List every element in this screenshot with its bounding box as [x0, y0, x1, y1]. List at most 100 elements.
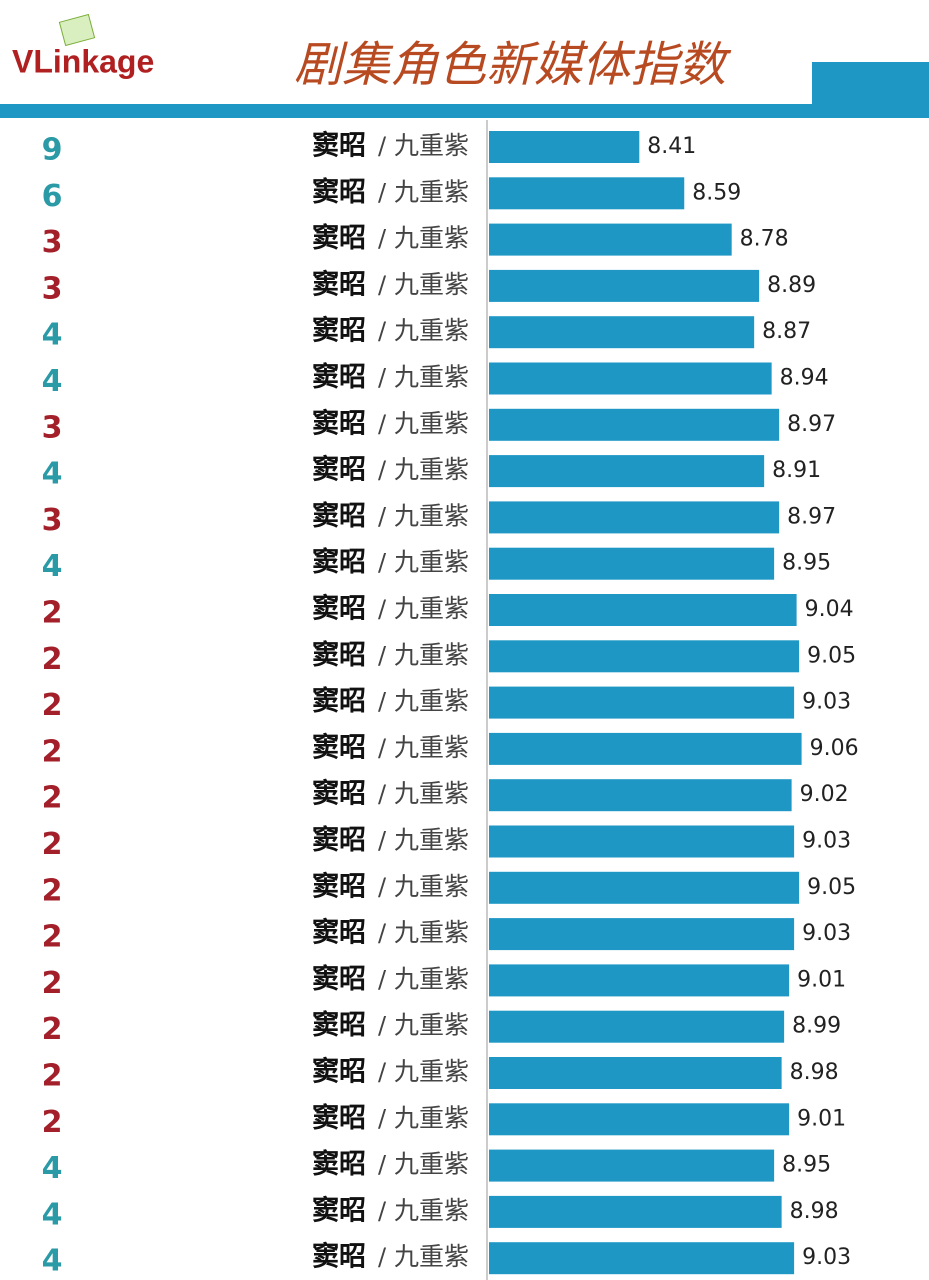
character-name: 窦昭 [312, 454, 366, 486]
bar [489, 455, 765, 488]
drama-name: 九重紫 [394, 177, 469, 206]
drama-name: 九重紫 [394, 501, 469, 530]
drama-name: 九重紫 [394, 640, 469, 669]
separator: / [378, 549, 387, 577]
drama-name: 九重紫 [394, 363, 469, 392]
rank: 2 [42, 781, 63, 816]
character-name: 窦昭 [312, 361, 366, 393]
drama-name: 九重紫 [394, 826, 469, 855]
value-label: 9.05 [807, 643, 856, 668]
bar [489, 223, 732, 256]
drama-name: 九重紫 [394, 316, 469, 345]
drama-name: 九重紫 [394, 1011, 469, 1040]
rank: 6 [42, 179, 63, 214]
drama-name: 九重紫 [394, 1150, 469, 1179]
rank: 4 [42, 549, 63, 584]
bar [489, 131, 640, 163]
value-label: 9.06 [810, 736, 859, 761]
drama-name: 九重紫 [394, 409, 469, 438]
separator: / [378, 1151, 387, 1179]
rank: 4 [42, 364, 63, 399]
bar [489, 686, 795, 719]
drama-name: 九重紫 [394, 964, 469, 993]
value-label: 8.98 [790, 1060, 839, 1085]
character-name: 窦昭 [312, 824, 366, 856]
header-rule [0, 104, 929, 118]
bar [489, 918, 795, 951]
separator: / [378, 1243, 387, 1271]
rank: 2 [42, 688, 63, 723]
bar [489, 408, 780, 441]
character-name: 窦昭 [312, 731, 366, 763]
value-label: 8.41 [647, 134, 696, 159]
chart-title: 剧集角色新媒体指数 [294, 37, 732, 93]
value-label: 8.78 [740, 227, 789, 252]
value-label: 8.94 [780, 366, 829, 391]
bar [489, 362, 772, 395]
separator: / [378, 688, 387, 716]
bar [489, 177, 685, 210]
separator: / [378, 364, 387, 392]
character-name: 窦昭 [312, 130, 366, 162]
bar [489, 501, 780, 534]
bar [489, 825, 795, 858]
rank: 2 [42, 873, 63, 908]
rank: 3 [42, 503, 63, 538]
bar [489, 594, 797, 626]
rank: 4 [42, 1151, 63, 1186]
rank: 2 [42, 827, 63, 862]
character-name: 窦昭 [312, 778, 366, 810]
drama-name: 九重紫 [394, 872, 469, 901]
drama-name: 九重紫 [394, 455, 469, 484]
separator: / [378, 1058, 387, 1086]
separator: / [378, 271, 387, 299]
value-label: 9.04 [805, 597, 854, 622]
character-name: 窦昭 [312, 546, 366, 578]
brand: VLinkage [12, 43, 154, 79]
drama-name: 九重紫 [394, 1103, 469, 1132]
rank: 4 [42, 318, 63, 353]
value-label: 8.95 [782, 1153, 831, 1178]
separator: / [378, 641, 387, 669]
value-label: 9.01 [797, 1106, 846, 1131]
bar [489, 732, 802, 765]
rank: 2 [42, 1105, 63, 1140]
rank: 2 [42, 642, 63, 677]
bar [489, 1149, 775, 1182]
character-name: 窦昭 [312, 500, 366, 532]
character-name: 窦昭 [312, 1056, 366, 1088]
drama-name: 九重紫 [394, 918, 469, 947]
value-label: 9.05 [807, 875, 856, 900]
rank: 2 [42, 966, 63, 1001]
bar [489, 779, 792, 812]
separator: / [378, 1197, 387, 1225]
separator: / [378, 456, 387, 484]
separator: / [378, 734, 387, 762]
rank: 2 [42, 1012, 63, 1047]
drama-name: 九重紫 [394, 733, 469, 762]
drama-name: 九重紫 [394, 1057, 469, 1086]
rank: 2 [42, 1059, 63, 1094]
value-label: 8.97 [787, 504, 836, 529]
character-name: 窦昭 [312, 315, 366, 347]
drama-name: 九重紫 [394, 131, 469, 160]
separator: / [378, 827, 387, 855]
value-label: 8.59 [692, 180, 741, 205]
separator: / [378, 225, 387, 253]
rank: 4 [42, 457, 63, 492]
character-name: 窦昭 [312, 1148, 366, 1180]
separator: / [378, 410, 387, 438]
bar [489, 871, 800, 904]
bar [489, 964, 790, 997]
drama-name: 九重紫 [394, 594, 469, 623]
character-name: 窦昭 [312, 685, 366, 717]
bar [489, 269, 760, 302]
bar [489, 1010, 785, 1043]
character-name: 窦昭 [312, 222, 366, 254]
separator: / [378, 780, 387, 808]
value-label: 9.02 [800, 782, 849, 807]
character-name: 窦昭 [312, 176, 366, 208]
rank: 3 [42, 410, 63, 445]
separator: / [378, 595, 387, 623]
